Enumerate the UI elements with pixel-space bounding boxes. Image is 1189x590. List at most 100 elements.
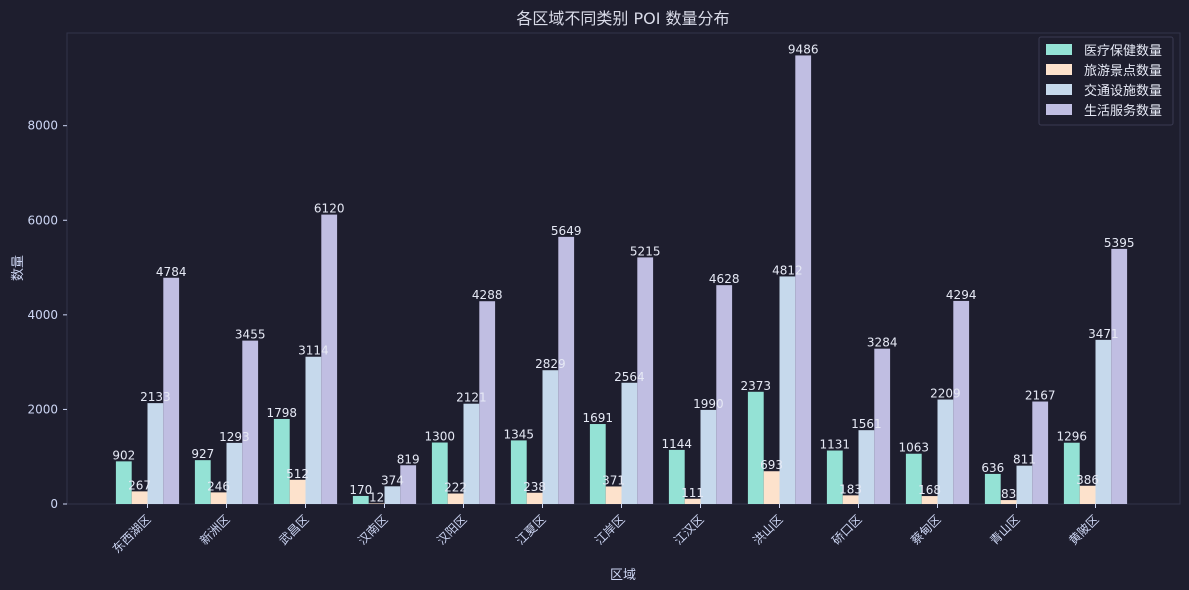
bar-value-label: 1990 (693, 397, 724, 411)
x-tick-label: 武昌区 (276, 512, 311, 547)
bar-3-10 (858, 430, 875, 504)
bar-value-label: 1293 (219, 430, 250, 444)
bar-4-5 (479, 301, 496, 504)
bar-value-label: 902 (112, 448, 135, 462)
x-tick-label: 新洲区 (197, 512, 233, 548)
x-tick-label: 江岸区 (592, 512, 627, 547)
bar-value-label: 1798 (267, 406, 298, 420)
bar-value-label: 386 (1076, 473, 1099, 487)
bar-value-label: 170 (349, 483, 372, 497)
bar-value-label: 2167 (1025, 389, 1056, 403)
bar-value-label: 4288 (472, 288, 503, 302)
bar-value-label: 267 (128, 478, 151, 492)
bar-4-9 (795, 55, 812, 505)
bar-3-3 (305, 356, 322, 504)
bar-value-label: 3284 (867, 336, 898, 350)
bar-2-7 (605, 486, 622, 504)
bar-value-label: 3471 (1088, 327, 1119, 341)
bar-3-11 (937, 399, 954, 504)
bar-value-label: 512 (286, 467, 309, 481)
chart-title: 各区域不同类别 POI 数量分布 (516, 9, 729, 28)
bar-value-label: 222 (444, 481, 467, 495)
legend-label: 生活服务数量 (1084, 103, 1162, 119)
bar-value-label: 2133 (140, 390, 171, 404)
bar-value-label: 183 (839, 482, 862, 496)
y-tick-label: 0 (50, 497, 58, 511)
bar-value-label: 636 (981, 461, 1004, 475)
bars-group (115, 55, 1128, 505)
bar-2-11 (921, 496, 938, 504)
bar-4-4 (400, 465, 417, 504)
bar-3-12 (1016, 465, 1033, 504)
bar-2-12 (1000, 500, 1017, 504)
bar-value-label: 1144 (662, 437, 693, 451)
bar-value-label: 3114 (298, 344, 329, 358)
x-tick-label: 洪山区 (750, 512, 785, 547)
bar-value-label: 5649 (551, 224, 582, 238)
bar-value-label: 2209 (930, 387, 961, 401)
bar-4-2 (242, 340, 259, 504)
legend-label: 医疗保健数量 (1084, 44, 1162, 59)
x-tick-label: 黄陂区 (1066, 512, 1102, 548)
bar-value-label: 12 (369, 490, 384, 504)
bar-value-label: 2564 (614, 370, 645, 384)
bar-1-6 (510, 440, 527, 504)
bar-2-5 (447, 493, 464, 504)
bar-1-2 (194, 460, 211, 504)
bar-2-4 (368, 503, 385, 504)
legend-swatch (1046, 44, 1072, 55)
legend-box (1038, 36, 1174, 126)
bar-2-6 (526, 492, 543, 504)
bar-value-label: 83 (1001, 487, 1016, 501)
bar-value-label: 1131 (820, 438, 851, 452)
bar-labels-group: 902 267 2133 4784 927 246 1293 3455 1798 512 3114 6… (112, 42, 1134, 504)
bar-2-1 (131, 491, 148, 504)
bar-1-13 (1063, 442, 1080, 504)
bar-value-label: 4784 (156, 265, 187, 279)
bar-2-2 (210, 492, 227, 504)
bar-4-1 (163, 277, 180, 504)
bar-value-label: 5395 (1104, 236, 1135, 250)
bar-value-label: 1300 (425, 430, 456, 444)
x-tick-label: 江夏区 (513, 512, 548, 547)
bar-1-8 (668, 449, 685, 504)
x-tick-label: 江汉区 (671, 512, 706, 547)
bar-1-12 (984, 473, 1001, 504)
bar-4-6 (558, 236, 575, 505)
bar-4-3 (321, 214, 338, 504)
bar-2-8 (684, 498, 701, 504)
legend-swatch (1046, 104, 1072, 115)
bar-1-3 (273, 418, 290, 504)
bar-value-label: 5215 (630, 244, 661, 258)
bar-value-label: 6120 (314, 202, 345, 216)
bar-3-13 (1095, 339, 1112, 504)
bar-3-7 (621, 382, 638, 504)
x-tick-label: 汉南区 (355, 512, 391, 548)
bar-value-label: 819 (397, 452, 420, 466)
legend-label: 交通设施数量 (1084, 83, 1162, 99)
bar-value-label: 2373 (741, 379, 772, 393)
bar-4-11 (953, 300, 970, 504)
bar-value-label: 3455 (235, 328, 266, 342)
y-axis: 0 2000 4000 6000 8000 (27, 119, 67, 511)
bar-value-label: 4628 (709, 272, 740, 286)
bar-2-13 (1079, 485, 1096, 504)
bar-value-label: 9486 (788, 42, 819, 56)
bar-4-10 (874, 348, 891, 504)
bar-value-label: 371 (602, 473, 625, 487)
bar-4-12 (1032, 401, 1049, 504)
bar-4-13 (1111, 248, 1128, 504)
bar-1-1 (115, 461, 132, 504)
bar-3-6 (542, 370, 559, 504)
bar-3-9 (779, 276, 796, 504)
bar-value-label: 4812 (772, 263, 803, 277)
bar-3-2 (226, 442, 243, 504)
bar-value-label: 693 (760, 458, 783, 472)
bar-1-4 (352, 495, 369, 504)
bar-1-7 (589, 424, 606, 504)
bar-4-7 (637, 257, 654, 504)
bar-1-11 (905, 453, 922, 504)
bar-3-4 (384, 486, 401, 504)
bar-1-9 (747, 391, 764, 504)
